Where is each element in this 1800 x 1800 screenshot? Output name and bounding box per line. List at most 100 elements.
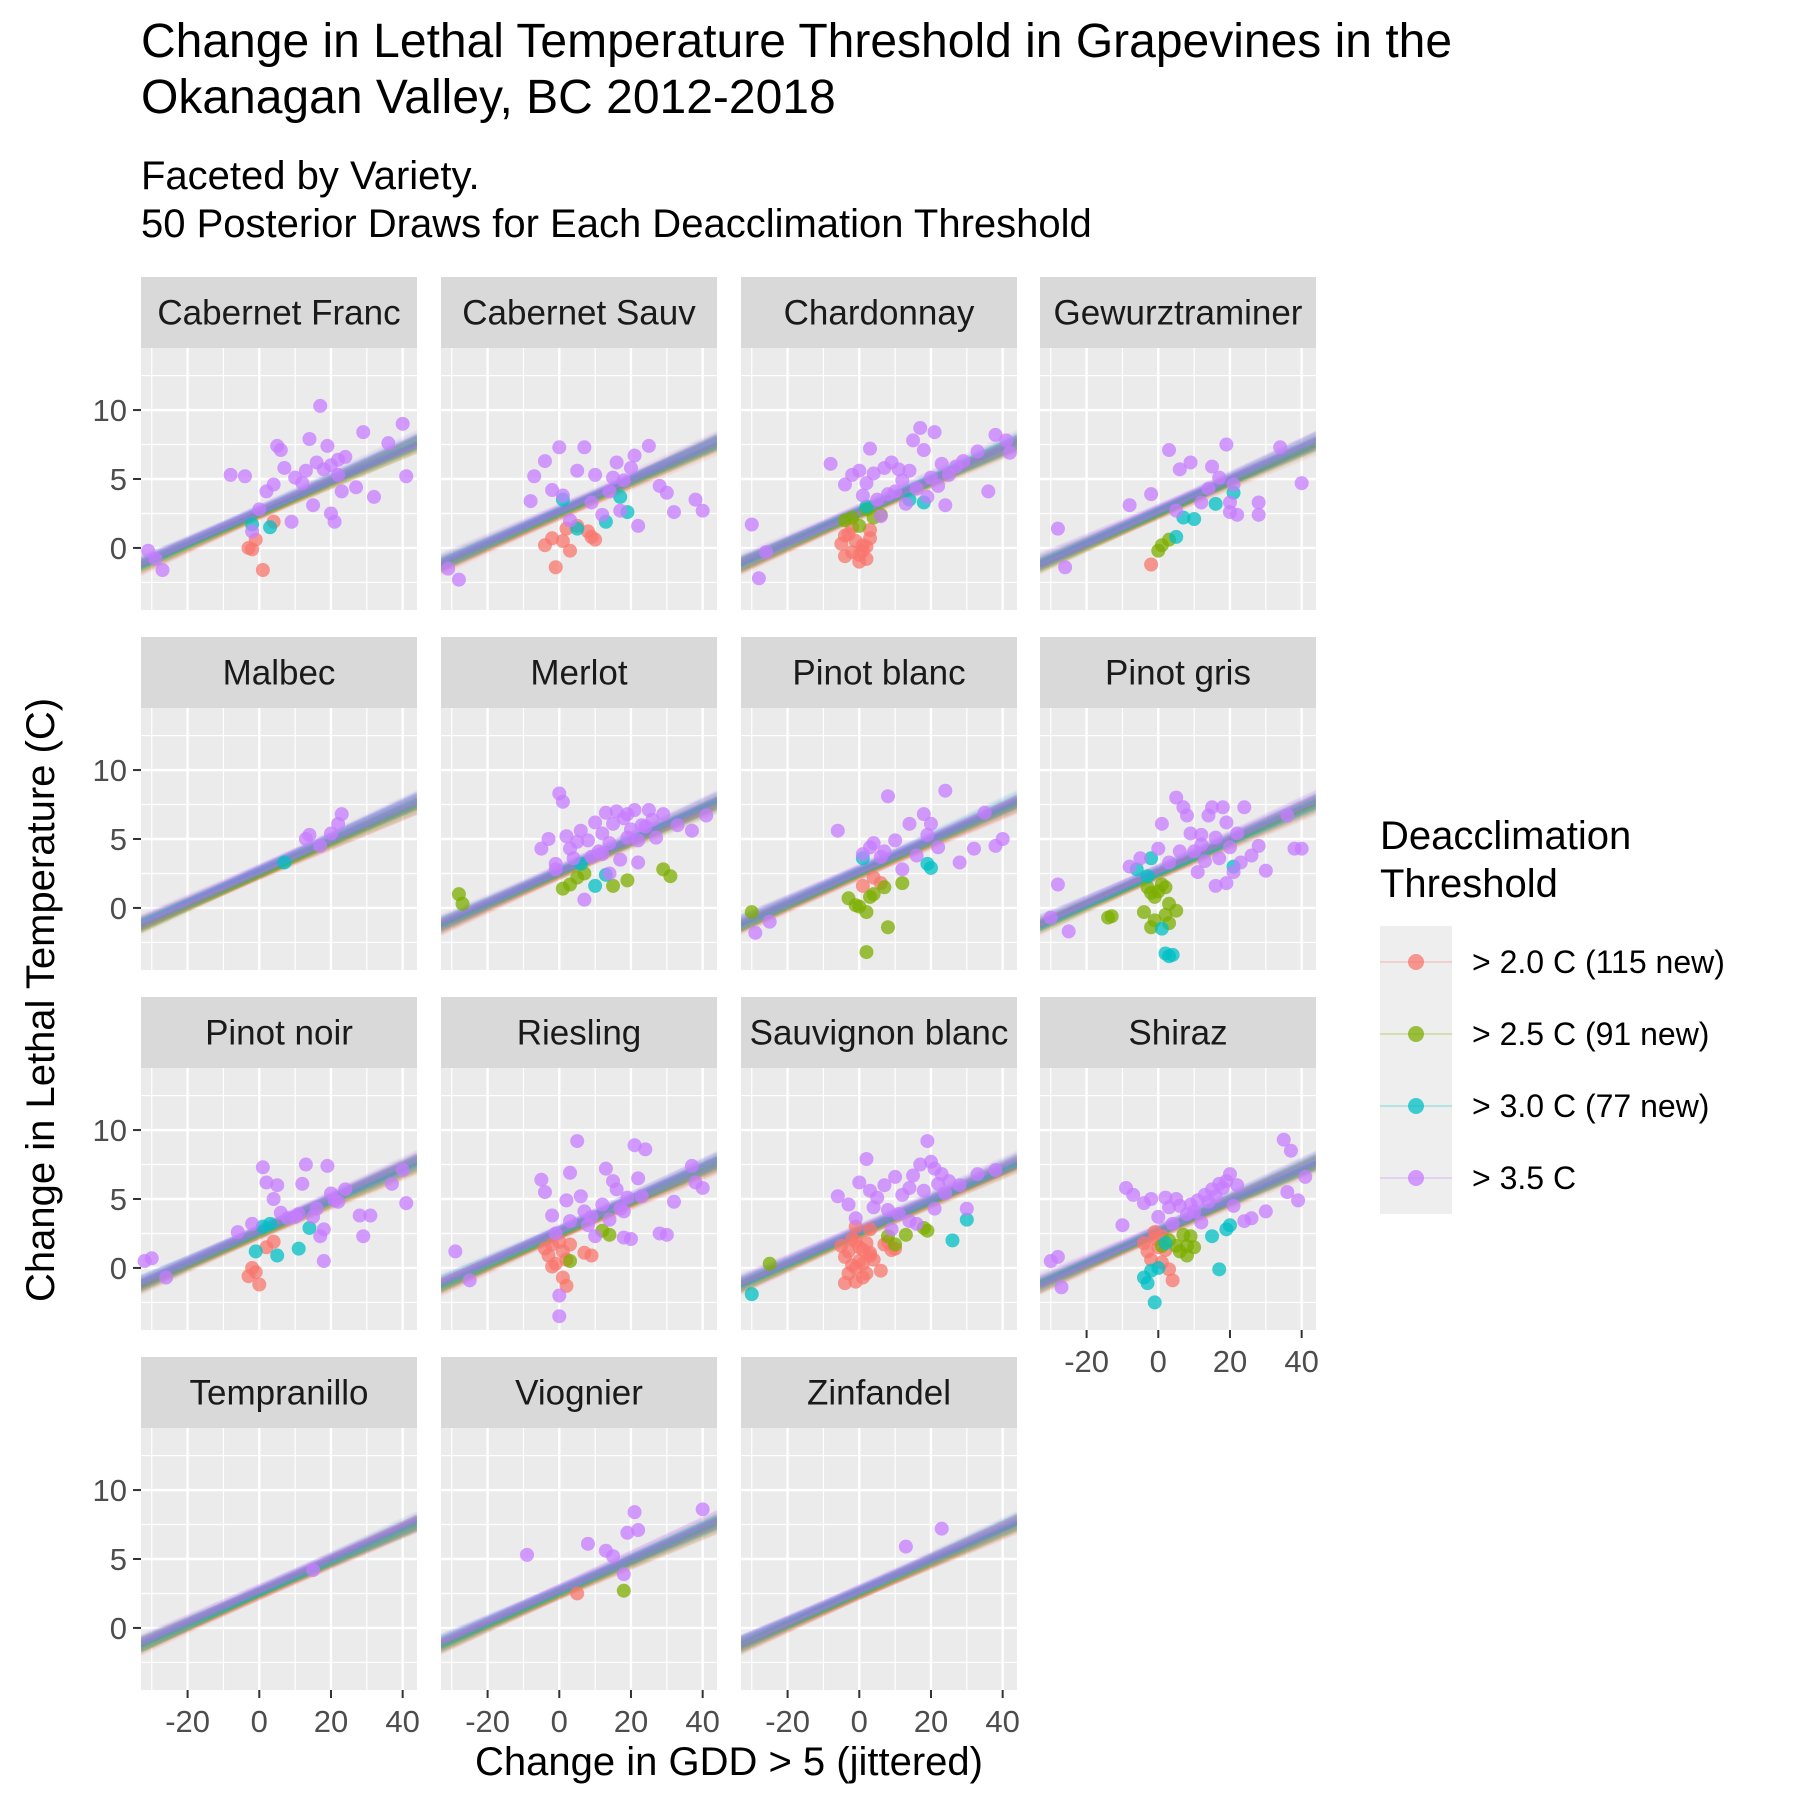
regression-line: [441, 441, 717, 572]
data-point: [570, 1134, 585, 1149]
data-point: [520, 1547, 535, 1562]
regression-line: [441, 441, 717, 574]
data-point: [1050, 1249, 1065, 1264]
regression-line: [141, 436, 417, 567]
regression-line: [141, 803, 417, 933]
regression-line: [1040, 433, 1316, 565]
x-tick-label: 20: [1213, 1344, 1247, 1379]
regression-line: [141, 442, 417, 559]
data-point: [1165, 947, 1180, 962]
data-point: [577, 440, 592, 455]
data-point: [627, 448, 642, 463]
regression-line: [141, 439, 417, 568]
data-point: [1165, 1273, 1180, 1288]
regression-line: [441, 437, 717, 572]
regression-line: [141, 434, 417, 569]
data-point: [563, 1237, 578, 1252]
legend-label-3-5: > 3.5 C: [1472, 1159, 1577, 1196]
data-point: [938, 783, 953, 798]
data-point: [744, 905, 759, 920]
data-point: [959, 1201, 974, 1216]
regression-line: [1040, 440, 1316, 568]
chart-subtitle: Faceted by Variety. 50 Posterior Draws f…: [141, 152, 1092, 248]
regression-line: [441, 446, 717, 566]
regression-line: [141, 809, 417, 928]
regression-line: [441, 443, 717, 560]
regression-line: [141, 442, 417, 567]
data-point: [898, 1539, 913, 1554]
regression-line: [141, 443, 417, 576]
regression-line: [1040, 442, 1316, 564]
regression-line: [141, 444, 417, 564]
legend-key-3-0: [1380, 1070, 1452, 1142]
data-point: [1258, 863, 1273, 878]
data-point: [545, 1259, 560, 1274]
regression-line: [1040, 433, 1316, 568]
regression-line: [141, 794, 417, 921]
regression-line: [141, 443, 417, 566]
data-point: [888, 1169, 903, 1184]
data-point: [880, 920, 895, 935]
regression-line: [141, 446, 417, 569]
data-point: [695, 1180, 710, 1195]
regression-line: [141, 451, 417, 567]
regression-line: [441, 439, 717, 565]
facet-strip-label: Riesling: [517, 1014, 642, 1053]
regression-line: [141, 808, 417, 927]
data-point: [541, 832, 556, 846]
chart-title: Change in Lethal Temperature Threshold i…: [141, 14, 1452, 126]
regression-line: [441, 437, 717, 566]
regression-line: [141, 806, 417, 931]
facet-strip-label: Pinot noir: [205, 1014, 353, 1053]
regression-line: [141, 440, 417, 563]
regression-line: [441, 443, 717, 565]
regression-line: [1040, 439, 1316, 561]
data-point: [1237, 800, 1252, 815]
data-point: [451, 572, 466, 587]
data-point: [613, 852, 628, 867]
regression-line: [141, 441, 417, 574]
regression-line: [441, 445, 717, 565]
regression-line: [141, 442, 417, 573]
regression-line: [141, 441, 417, 576]
facet-strip: [141, 637, 417, 708]
data-point: [266, 1234, 281, 1249]
regression-line: [141, 443, 417, 570]
data-point: [620, 873, 635, 888]
regression-line: [1040, 444, 1316, 563]
y-tick-label: 10: [93, 753, 127, 788]
regression-line: [141, 798, 417, 916]
data-point: [616, 1583, 631, 1598]
regression-line: [141, 448, 417, 567]
regression-line: [441, 444, 717, 572]
data-point: [1144, 487, 1159, 502]
regression-line: [141, 437, 417, 563]
data-point: [1002, 445, 1017, 460]
regression-line: [141, 447, 417, 563]
data-point: [331, 1194, 346, 1209]
data-point: [888, 484, 903, 499]
regression-line: [1040, 439, 1316, 556]
regression-line: [441, 442, 717, 561]
regression-line: [441, 445, 717, 566]
regression-line: [141, 443, 417, 569]
data-point: [631, 1523, 646, 1538]
regression-line: [141, 436, 417, 570]
x-tick-label: 40: [1284, 1344, 1318, 1379]
regression-line: [141, 790, 417, 924]
regression-line: [441, 437, 717, 567]
data-point: [863, 441, 878, 456]
x-tick-label: 20: [314, 1704, 348, 1739]
regression-line: [1040, 433, 1316, 566]
regression-line: [1040, 438, 1316, 569]
regression-line: [441, 438, 717, 563]
regression-line: [441, 435, 717, 565]
regression-line: [141, 436, 417, 568]
regression-line: [441, 448, 717, 569]
regression-line: [441, 433, 717, 568]
data-point: [1208, 830, 1223, 845]
data-point: [1222, 495, 1237, 510]
data-point: [588, 532, 603, 547]
facet-strip-label: Cabernet Franc: [157, 294, 400, 333]
data-point: [873, 509, 888, 524]
